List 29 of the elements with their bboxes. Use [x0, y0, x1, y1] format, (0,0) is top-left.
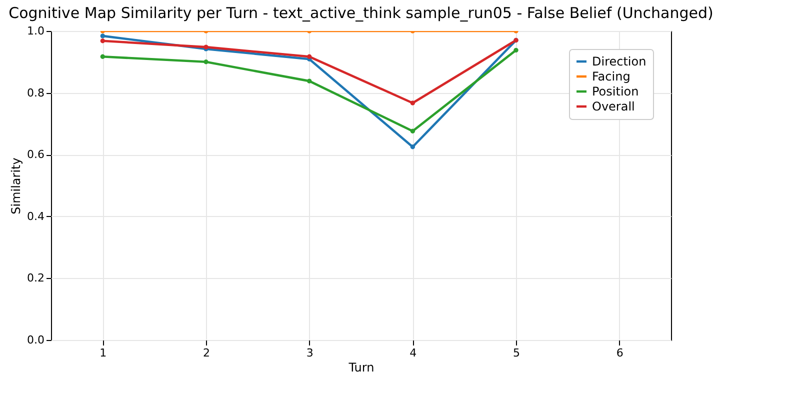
x-tick-label: 5	[513, 346, 520, 360]
point	[204, 60, 208, 64]
x-axis-title: Turn	[348, 360, 374, 374]
y-tick-label: 0.0	[27, 334, 44, 346]
point	[100, 54, 106, 59]
y-tick-label: 0.6	[27, 148, 44, 162]
x-tick-label: 6	[616, 346, 624, 360]
y-tick-label: 0.8	[27, 86, 44, 100]
x-tick-label: 3	[306, 346, 314, 360]
legend-label: Facing	[592, 70, 630, 84]
point	[306, 54, 312, 59]
point	[410, 144, 416, 150]
point	[100, 34, 106, 38]
y-tick-label: 0.2	[27, 272, 44, 285]
y-tick-label: 0.4	[27, 210, 44, 223]
legend-label: Direction	[592, 54, 646, 68]
point	[410, 100, 416, 106]
x-tick-label: 2	[203, 346, 210, 360]
chart-title: Cognitive Map Similarity per Turn - text_active_think sample_run05 - False Belief (Unchanged)	[8, 4, 714, 22]
y-tick-label: 1.0	[27, 24, 44, 38]
point	[100, 38, 106, 44]
point	[306, 78, 312, 84]
legend-label: Overall	[592, 100, 635, 114]
y-axis-title: Similarity	[9, 158, 24, 214]
point	[410, 128, 416, 134]
x-tick-label: 4	[410, 346, 417, 360]
x-tick-label: 1	[100, 346, 107, 360]
legend-label: Position	[592, 84, 639, 98]
point	[514, 48, 518, 52]
